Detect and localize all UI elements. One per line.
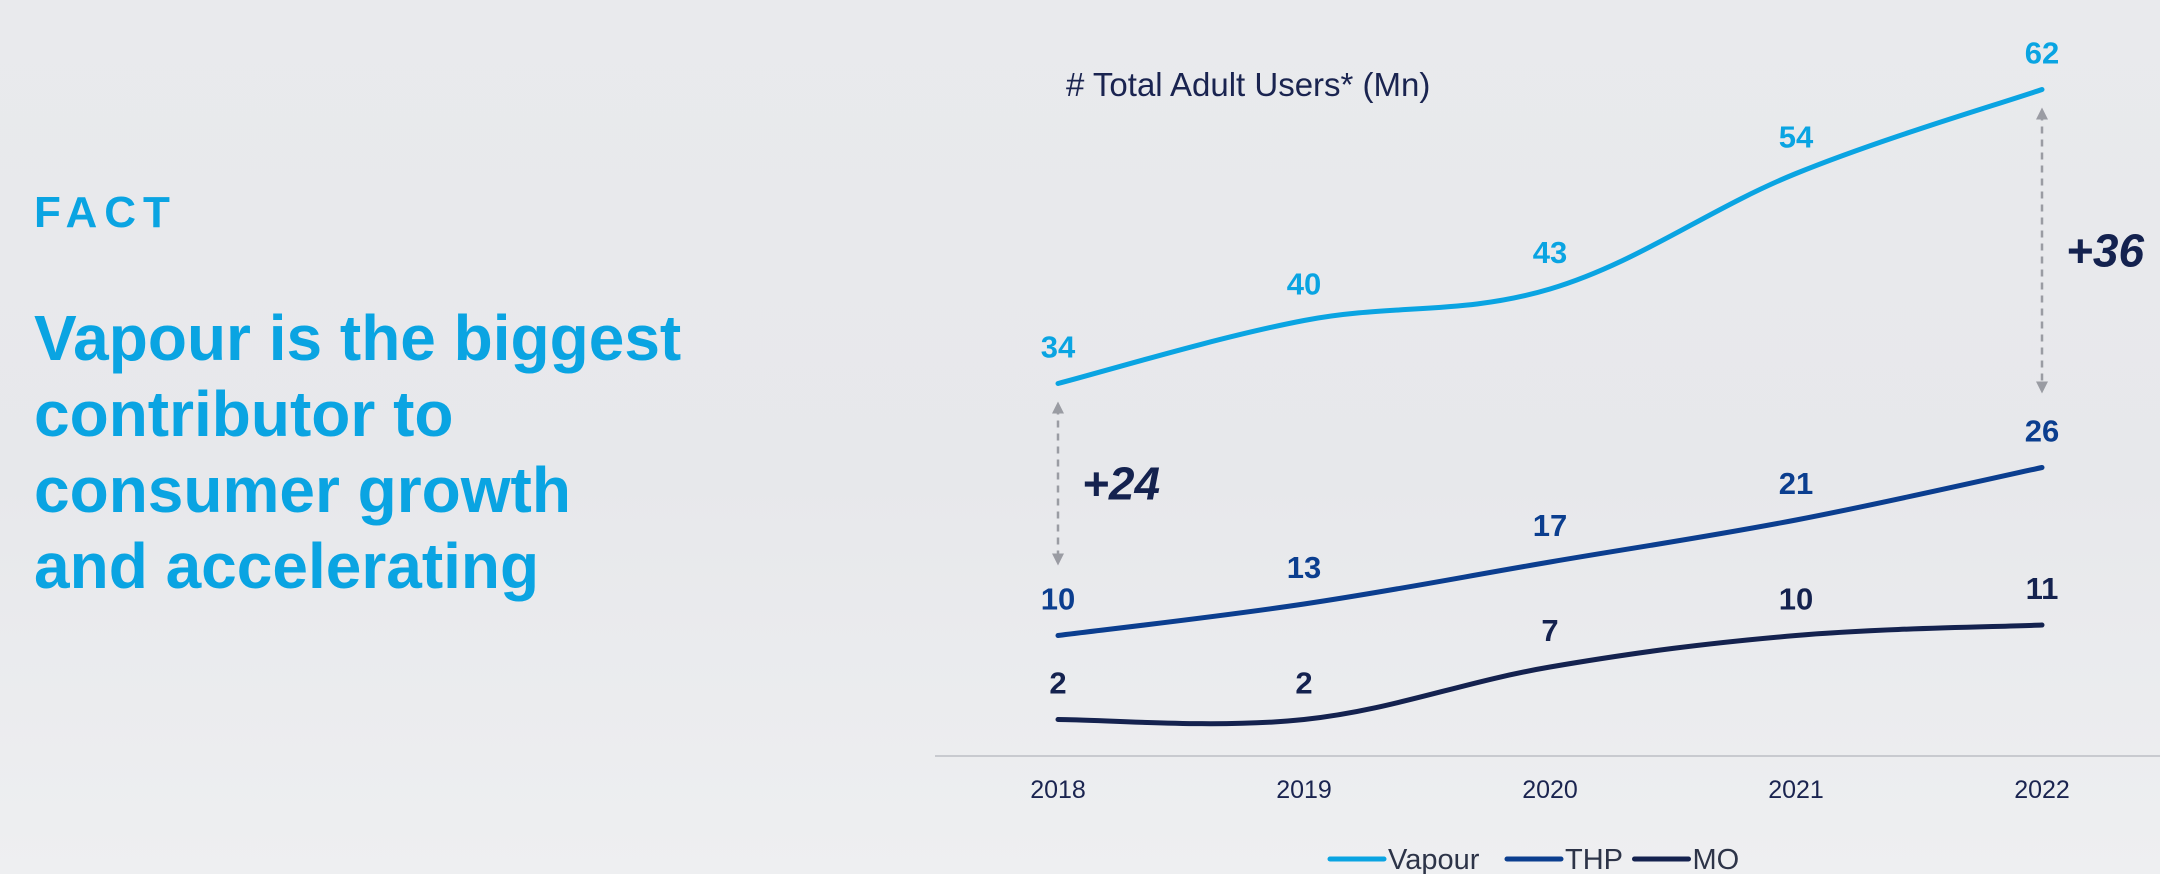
headline-line-4: and accelerating	[34, 530, 540, 602]
data-label-mo-2018: 2	[1049, 666, 1066, 701]
data-label-thp-2021: 21	[1779, 466, 1813, 501]
data-label-thp-2019: 13	[1287, 550, 1321, 585]
data-label-mo-2020: 7	[1541, 613, 1558, 648]
fact-label: FACT	[34, 188, 177, 237]
data-label-vapour-2021: 54	[1779, 120, 1814, 155]
difference-label-2018: +24	[1082, 458, 1160, 510]
x-tick-label-2021: 2021	[1768, 776, 1824, 804]
data-label-vapour-2022: 62	[2025, 36, 2059, 71]
left-panel: FACT Vapour is the biggest contributor t…	[34, 180, 814, 604]
x-tick-label-2018: 2018	[1030, 776, 1086, 804]
headline-line-3: consumer growth	[34, 454, 571, 526]
data-label-mo-2022: 11	[2026, 571, 2059, 606]
data-label-mo-2021: 10	[1779, 582, 1813, 617]
chart-plot-area: 2018 2019 2020 2021 2022 34 40 43 54 62 10 13 17 21 26…	[935, 36, 2160, 874]
series-line-mo	[1055, 622, 2045, 727]
legend-label-thp: THP	[1565, 844, 1623, 874]
difference-label-2022: +36	[2066, 225, 2144, 277]
headline: Vapour is the biggest contributor to con…	[34, 300, 794, 604]
data-label-thp-2018: 10	[1041, 582, 1075, 617]
data-label-vapour-2018: 34	[1041, 330, 1076, 365]
series-line-thp	[1055, 465, 2045, 638]
data-label-vapour-2020: 43	[1533, 235, 1567, 270]
chart-title: # Total Adult Users* (Mn)	[1066, 66, 1430, 103]
headline-line-1: Vapour is the biggest	[34, 302, 682, 374]
legend-label-vapour: Vapour	[1388, 844, 1480, 874]
data-label-thp-2020: 17	[1533, 508, 1567, 543]
x-tick-label-2022: 2022	[2014, 776, 2070, 804]
data-label-mo-2019: 2	[1295, 666, 1312, 701]
data-label-thp-2022: 26	[2025, 414, 2059, 449]
x-tick-label-2019: 2019	[1276, 776, 1332, 804]
series-line-vapour	[1055, 87, 2045, 386]
data-label-vapour-2019: 40	[1287, 267, 1321, 302]
headline-line-2: contributor to	[34, 378, 454, 450]
x-tick-label-2020: 2020	[1522, 776, 1578, 804]
legend-label-mo: MO	[1693, 844, 1740, 874]
